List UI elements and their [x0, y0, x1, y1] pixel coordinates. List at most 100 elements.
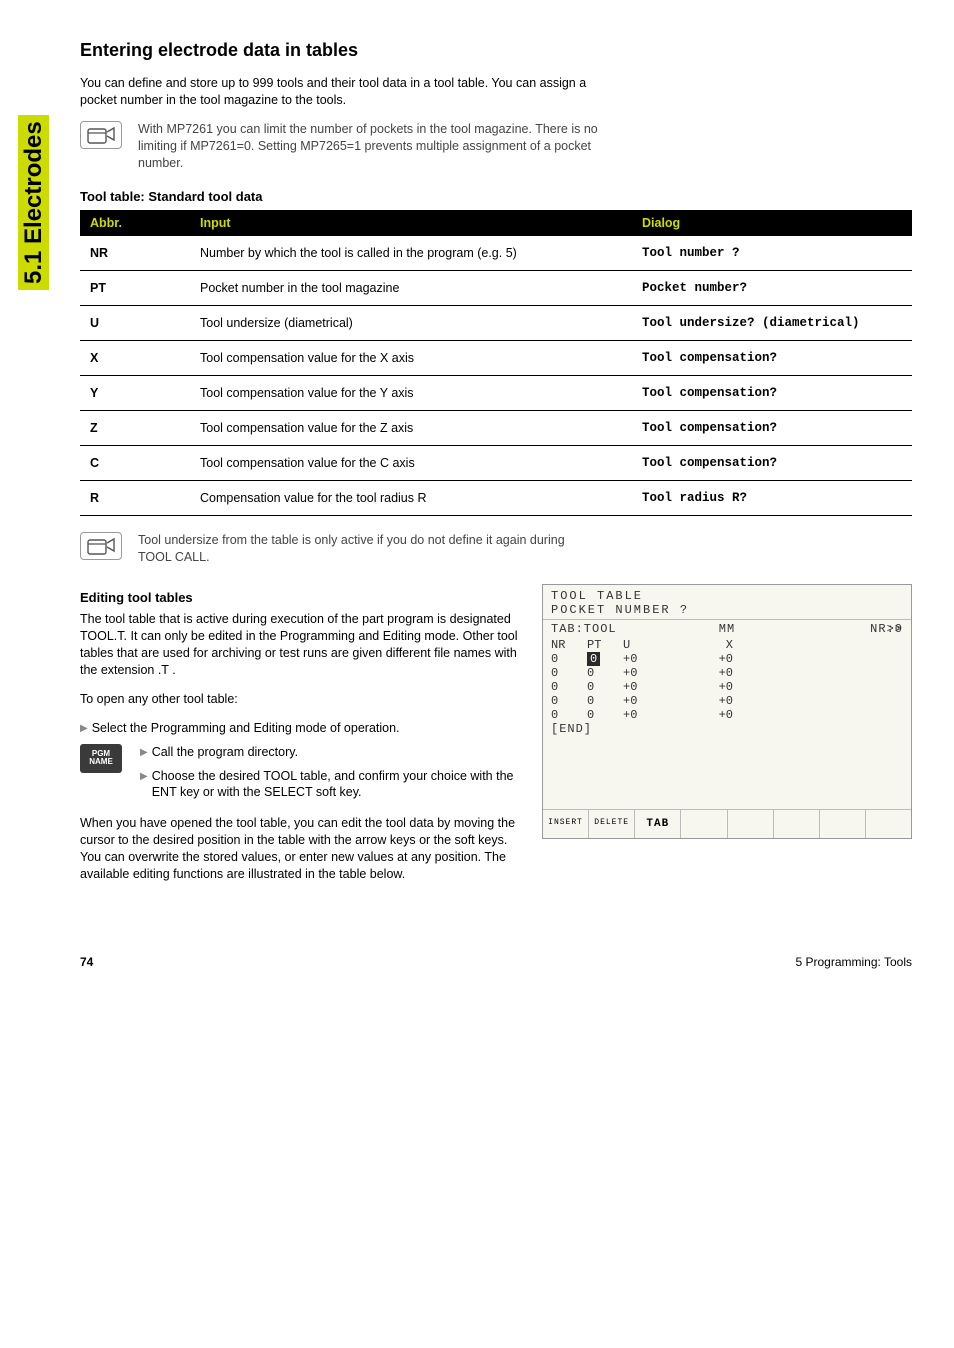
- screen-title: TOOL TABLE: [543, 585, 911, 603]
- screen-cell-u: +0: [623, 666, 683, 680]
- softkey[interactable]: [728, 810, 774, 838]
- screen-row: 00+0+0: [543, 694, 911, 708]
- screen-arrows: >>: [887, 622, 903, 636]
- col-abbr: Abbr.: [80, 210, 190, 236]
- cell-abbr: NR: [80, 236, 190, 271]
- side-tab-rest: 1 Electrodes: [20, 121, 47, 264]
- triangle-icon: ▶: [140, 744, 148, 762]
- cell-input: Tool undersize (diametrical): [190, 306, 632, 341]
- step-1: ▶ Select the Programming and Editing mod…: [80, 720, 522, 738]
- screen-cell-pt: 0: [587, 694, 623, 708]
- note-block-2: Tool undersize from the table is only ac…: [80, 532, 600, 566]
- cell-input: Tool compensation value for the X axis: [190, 341, 632, 376]
- cell-abbr: C: [80, 446, 190, 481]
- section-title: Entering electrode data in tables: [80, 40, 912, 61]
- cell-dialog: Tool compensation?: [632, 341, 912, 376]
- screen-cell-pt: 0: [587, 666, 623, 680]
- cell-dialog: Tool undersize? (diametrical): [632, 306, 912, 341]
- screen-cell-x: +0: [683, 680, 743, 694]
- cell-input: Tool compensation value for the Y axis: [190, 376, 632, 411]
- screen-cell-nr: 0: [551, 708, 587, 722]
- note-text-2: Tool undersize from the table is only ac…: [138, 532, 600, 566]
- table-row: UTool undersize (diametrical)Tool unders…: [80, 306, 912, 341]
- page-content: Entering electrode data in tables You ca…: [80, 0, 912, 999]
- table-row: NRNumber by which the tool is called in …: [80, 236, 912, 271]
- cell-input: Tool compensation value for the C axis: [190, 446, 632, 481]
- side-tab-number: 5.: [20, 264, 47, 284]
- screen-cell-u: +0: [623, 708, 683, 722]
- screen-row: 00+0+0: [543, 708, 911, 722]
- softkey[interactable]: [774, 810, 820, 838]
- screen-cell-pt: 0: [587, 652, 623, 666]
- triangle-icon: ▶: [140, 768, 148, 786]
- screen-cell-x: +0: [683, 694, 743, 708]
- tool-table-screenshot: TOOL TABLE POCKET NUMBER ? TAB:TOOL MM N…: [542, 584, 912, 839]
- screen-cell-x: +0: [683, 652, 743, 666]
- screen-row: 00+0+0: [543, 652, 911, 666]
- cell-abbr: U: [80, 306, 190, 341]
- cell-dialog: Tool radius R?: [632, 481, 912, 516]
- screen-cell-nr: 0: [551, 694, 587, 708]
- screen-subtitle: POCKET NUMBER ?: [543, 603, 911, 620]
- cell-abbr: Z: [80, 411, 190, 446]
- cell-abbr: X: [80, 341, 190, 376]
- softkey[interactable]: DELETE: [589, 810, 635, 838]
- screen-cell-x: +0: [683, 666, 743, 680]
- cell-abbr: Y: [80, 376, 190, 411]
- screen-end: [END]: [543, 722, 911, 740]
- note-block-1: With MP7261 you can limit the number of …: [80, 121, 600, 172]
- screen-col-x: X: [683, 638, 743, 652]
- cell-input: Number by which the tool is called in th…: [190, 236, 632, 271]
- softkey[interactable]: INSERT: [543, 810, 589, 838]
- softkey[interactable]: TAB: [635, 810, 681, 838]
- edit-para-2: To open any other tool table:: [80, 691, 522, 708]
- table-row: CTool compensation value for the C axisT…: [80, 446, 912, 481]
- intro-paragraph: You can define and store up to 999 tools…: [80, 75, 600, 109]
- screen-cell-pt: 0: [587, 680, 623, 694]
- note-icon: [80, 532, 122, 560]
- screen-row: 00+0+0: [543, 666, 911, 680]
- screen-meta-nr: NR:0: [786, 622, 903, 636]
- table-row: PTPocket number in the tool magazinePock…: [80, 271, 912, 306]
- screen-cell-nr: 0: [551, 680, 587, 694]
- col-dialog: Dialog: [632, 210, 912, 236]
- chapter-label: 5 Programming: Tools: [796, 955, 913, 969]
- cell-dialog: Pocket number?: [632, 271, 912, 306]
- screen-col-u: U: [623, 638, 683, 652]
- key-step-1-text: Call the program directory.: [152, 744, 298, 761]
- tool-table: Abbr. Input Dialog NRNumber by which the…: [80, 210, 912, 516]
- screen-cell-nr: 0: [551, 652, 587, 666]
- softkey[interactable]: [820, 810, 866, 838]
- note-text-1: With MP7261 you can limit the number of …: [138, 121, 600, 172]
- screen-cell-nr: 0: [551, 666, 587, 680]
- table-row: RCompensation value for the tool radius …: [80, 481, 912, 516]
- key-step-1: ▶ Call the program directory.: [140, 744, 522, 762]
- screen-cell-u: +0: [623, 652, 683, 666]
- screen-meta-unit: MM: [668, 622, 785, 636]
- page-footer: 74 5 Programming: Tools: [80, 955, 912, 999]
- screen-softkeys: INSERTDELETETAB: [543, 810, 911, 838]
- cell-dialog: Tool compensation?: [632, 411, 912, 446]
- triangle-icon: ▶: [80, 720, 88, 738]
- screen-columns: NR PT U X: [543, 638, 911, 652]
- key-step-2: ▶ Choose the desired TOOL table, and con…: [140, 768, 522, 802]
- cell-input: Compensation value for the tool radius R: [190, 481, 632, 516]
- step-1-text: Select the Programming and Editing mode …: [92, 720, 400, 737]
- edit-para-1: The tool table that is active during exe…: [80, 611, 522, 679]
- table-row: ZTool compensation value for the Z axisT…: [80, 411, 912, 446]
- cell-dialog: Tool compensation?: [632, 376, 912, 411]
- screen-col-pt: PT: [587, 638, 623, 652]
- cell-input: Pocket number in the tool magazine: [190, 271, 632, 306]
- edit-para-3: When you have opened the tool table, you…: [80, 815, 522, 883]
- page-number: 74: [80, 955, 93, 969]
- cell-abbr: R: [80, 481, 190, 516]
- screen-cell-x: +0: [683, 708, 743, 722]
- key-step-2-text: Choose the desired TOOL table, and confi…: [152, 768, 522, 802]
- softkey[interactable]: [681, 810, 727, 838]
- softkey[interactable]: [866, 810, 911, 838]
- table-row: XTool compensation value for the X axisT…: [80, 341, 912, 376]
- screen-col-nr: NR: [551, 638, 587, 652]
- edit-heading: Editing tool tables: [80, 590, 522, 605]
- pgm-name-key[interactable]: PGMNAME: [80, 744, 122, 774]
- cell-dialog: Tool compensation?: [632, 446, 912, 481]
